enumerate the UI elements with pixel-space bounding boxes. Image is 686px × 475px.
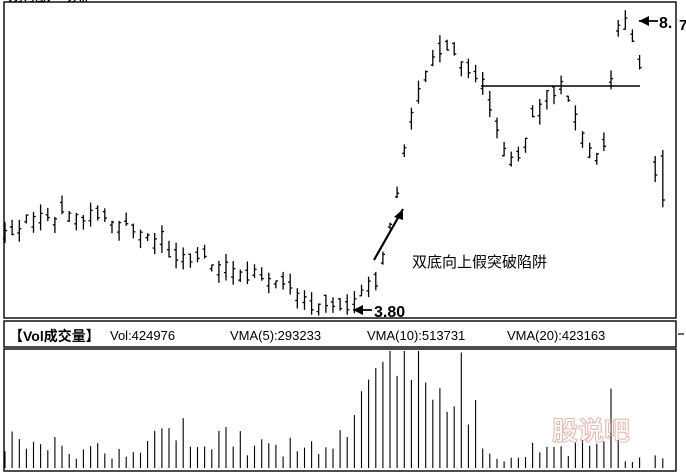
svg-text:VMA(20):423163: VMA(20):423163 — [507, 328, 605, 343]
svg-text:【Vol成交量】: 【Vol成交量】 — [9, 328, 100, 344]
svg-text:VMA(5):293233: VMA(5):293233 — [230, 328, 321, 343]
svg-text:【分时图】 ○分析: 【分时图】 ○分析 — [2, 0, 89, 4]
svg-text:双底向上假突破陷阱: 双底向上假突破陷阱 — [412, 254, 547, 271]
svg-text:72: 72 — [679, 17, 686, 34]
svg-text:8.: 8. — [659, 15, 672, 32]
svg-text:Vol:424976: Vol:424976 — [110, 328, 175, 343]
svg-text:3.80: 3.80 — [374, 304, 405, 321]
svg-text:股说吧: 股说吧 — [552, 416, 630, 446]
svg-text:VMA(10):513731: VMA(10):513731 — [367, 328, 465, 343]
